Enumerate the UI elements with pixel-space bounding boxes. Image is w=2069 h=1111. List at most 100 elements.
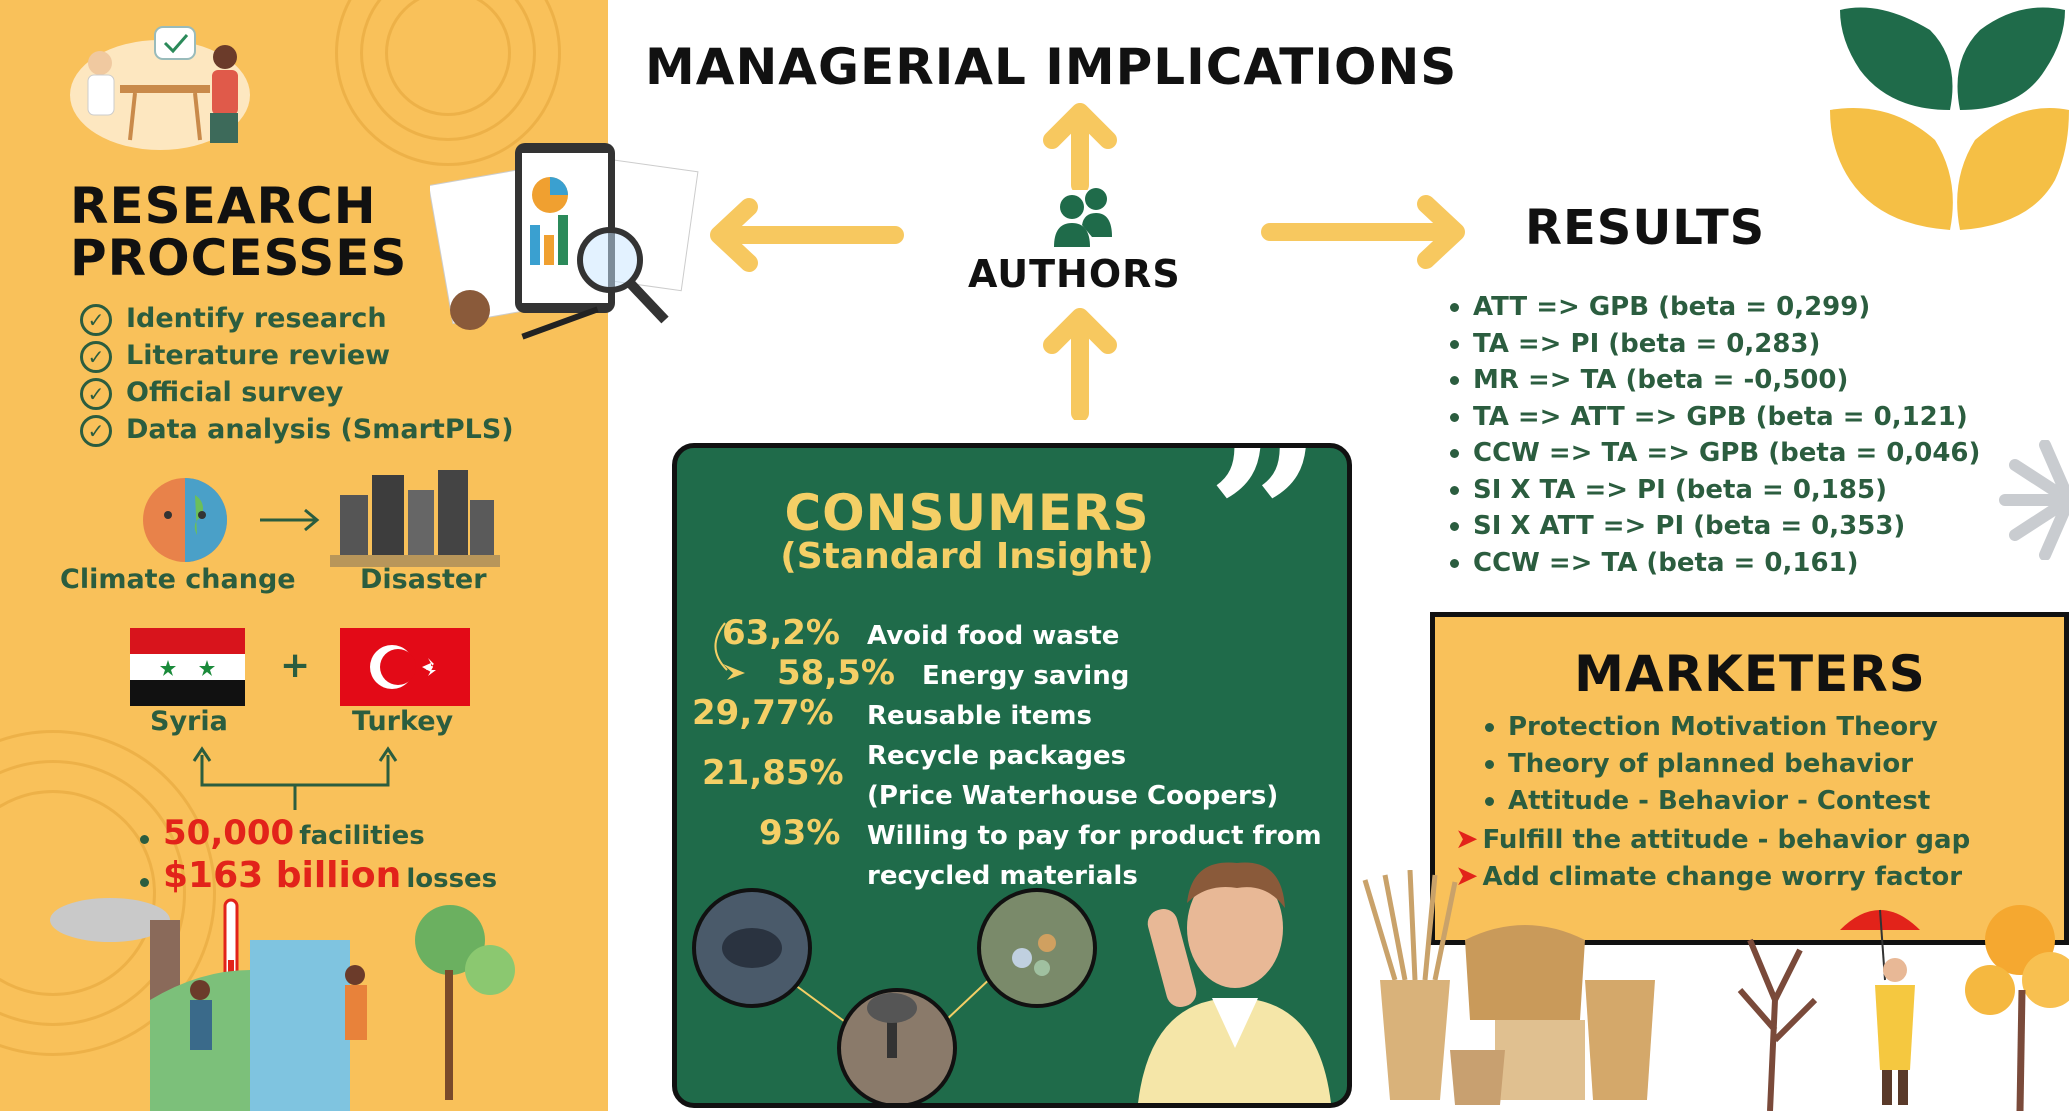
disaster-city-icon [330, 470, 500, 567]
curved-arrow-icon [714, 622, 745, 680]
bullet-icon [140, 835, 149, 844]
syria-label: Syria [150, 706, 228, 737]
facilities-label: facilities [299, 821, 425, 851]
bullet-icon [140, 878, 149, 887]
arrow-right-icon [260, 508, 320, 532]
marketers-heading: MARKETERS [1574, 645, 1926, 703]
leaf-logo [1830, 7, 2069, 230]
losses-value: $163 billion [163, 855, 402, 896]
stat-label: Avoid food waste [867, 621, 1120, 651]
plus-sign: + [280, 645, 311, 686]
stat-percent: 63,2% [722, 613, 840, 653]
bullet-icon [1485, 760, 1494, 769]
marketer-item: Attitude - Behavior - Contest [1485, 783, 1970, 820]
result-text: TA => PI (beta = 0,283) [1473, 328, 1821, 359]
result-item: CCW => TA (beta = 0,161) [1450, 545, 1980, 582]
red-arrow-icon: ➤ [1455, 859, 1479, 892]
marketer-text: Attitude - Behavior - Contest [1508, 786, 1931, 816]
bullet-icon [1485, 723, 1494, 732]
marketer-arrow-item: ➤ Add climate change worry factor [1455, 857, 1970, 894]
sunburst-decor [1999, 440, 2069, 560]
result-text: TA => ATT => GPB (beta = 0,121) [1473, 401, 1968, 432]
people-icon [1054, 188, 1112, 247]
marketer-arrow-item: ➤ Fulfill the attitude - behavior gap [1455, 820, 1970, 857]
bullet-icon [1450, 303, 1459, 312]
autumn-weather-illustration [1737, 905, 2069, 1111]
result-item: TA => ATT => GPB (beta = 0,121) [1450, 399, 1980, 436]
result-text: SI X ATT => PI (beta = 0,353) [1473, 511, 1906, 541]
marketer-text: Protection Motivation Theory [1508, 712, 1938, 742]
process-step-label: Data analysis (SmartPLS) [126, 414, 514, 445]
bullet-icon [1450, 376, 1459, 385]
turkey-label: Turkey [352, 706, 454, 737]
result-text: CCW => TA (beta = 0,161) [1473, 547, 1859, 578]
results-list: ATT => GPB (beta = 0,299) TA => PI (beta… [1450, 289, 1980, 581]
result-item: TA => PI (beta = 0,283) [1450, 326, 1980, 363]
bullet-icon [1450, 339, 1459, 349]
result-text: ATT => GPB (beta = 0,299) [1473, 292, 1871, 322]
stat-percent: 29,77% [692, 693, 834, 733]
facilities-stat: 50,000 facilities [140, 812, 497, 854]
research-heading: RESEARCH PROCESSES [70, 180, 407, 284]
marketer-item: Theory of planned behavior [1485, 746, 1970, 783]
loss-stats: 50,000 facilities $163 billion losses [140, 812, 497, 898]
arrow-up-icon [1043, 308, 1117, 420]
process-step-label: Official survey [126, 377, 344, 408]
arrow-right-icon [1261, 195, 1465, 269]
stat-row: 63,2% Avoid food waste [677, 613, 1347, 653]
climate-activism-illustration [50, 898, 515, 1111]
pollution-images [692, 888, 1097, 1103]
stat-percent: 21,85% [702, 753, 844, 793]
marketer-text: Theory of planned behavior [1508, 749, 1914, 779]
stat-row: 58,5% Energy saving [677, 653, 1347, 693]
marketers-box: MARKETERS Protection Motivation Theory T… [1430, 612, 2069, 945]
worried-man-illustration [1138, 862, 1331, 1103]
report-analysis-illustration [430, 143, 699, 340]
stat-label: Willing to pay for product from [867, 821, 1322, 851]
marketers-list: Protection Motivation Theory Theory of p… [1455, 709, 1970, 894]
process-step-label: Identify research [126, 303, 387, 334]
decor-ring [385, 0, 511, 116]
authors-label: AUTHORS [968, 252, 1181, 296]
result-item: ATT => GPB (beta = 0,299) [1450, 289, 1980, 326]
stat-label-source: (Price Waterhouse Coopers) [867, 781, 1279, 811]
facilities-value: 50,000 [163, 813, 295, 853]
result-text: SI X TA => PI (beta = 0,185) [1473, 474, 1887, 505]
quote-icon: ” [1207, 443, 1323, 635]
disaster-label: Disaster [360, 564, 487, 595]
stat-label-line2: recycled materials [867, 861, 1138, 891]
red-arrow-icon: ➤ [1455, 822, 1479, 855]
bullet-icon [1450, 558, 1459, 568]
arrow-left-icon [710, 198, 904, 272]
turkey-flag-icon [340, 628, 470, 706]
process-steps: ✓ Identify research ✓ Literature review ✓ O… [80, 300, 514, 448]
stat-label: Energy saving [922, 661, 1130, 691]
result-item: CCW => TA => GPB (beta = 0,046) [1450, 435, 1980, 472]
eco-packaging-illustration [1362, 870, 1655, 1105]
stat-label: Reusable items [867, 701, 1092, 731]
result-text: MR => TA (beta = -0,500) [1473, 365, 1849, 395]
process-step-label: Literature review [126, 340, 391, 371]
result-text: CCW => TA => GPB (beta = 0,046) [1473, 438, 1981, 468]
check-circle-icon: ✓ [80, 414, 112, 447]
syria-flag-icon [130, 628, 245, 706]
bullet-icon [1450, 485, 1459, 495]
stat-row: 93% Willing to pay for product from recy… [677, 813, 1347, 893]
check-circle-icon: ✓ [80, 340, 112, 373]
bracket-arrows [192, 746, 398, 810]
losses-stat: $163 billion losses [140, 854, 497, 898]
process-step: ✓ Data analysis (SmartPLS) [80, 411, 514, 448]
consumers-box: CONSUMERS (Standard Insight) ” 63,2% Avo… [672, 443, 1352, 1108]
stat-percent: 58,5% [777, 653, 895, 693]
marketer-text: Add climate change worry factor [1482, 862, 1963, 892]
climate-earth-icon [143, 478, 227, 562]
marketer-text: Fulfill the attitude - behavior gap [1482, 825, 1971, 855]
climate-change-label: Climate change [60, 564, 296, 595]
bullet-icon [1485, 797, 1494, 806]
process-step: ✓ Official survey [80, 374, 514, 411]
result-item: SI X ATT => PI (beta = 0,353) [1450, 508, 1980, 545]
stat-row: 29,77% Reusable items [677, 693, 1347, 733]
research-heading-line2: PROCESSES [70, 229, 408, 287]
result-item: MR => TA (beta = -0,500) [1450, 362, 1980, 399]
arrow-up-icon [1043, 103, 1117, 190]
